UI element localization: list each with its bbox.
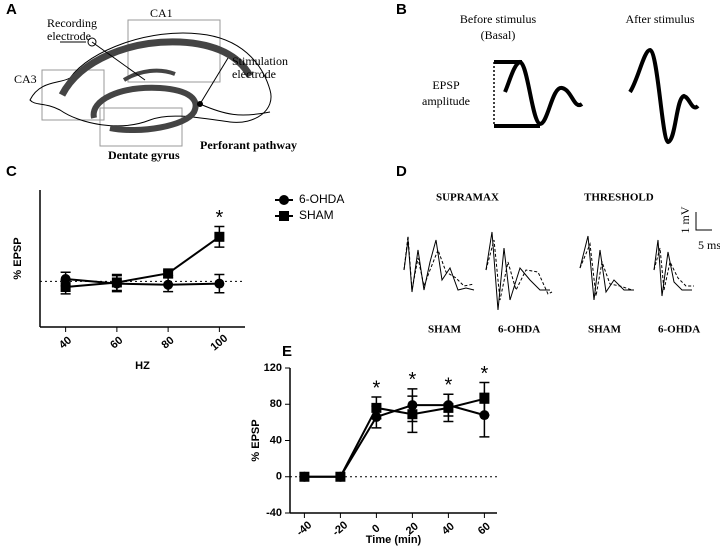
label: THRESHOLD — [584, 192, 654, 204]
y-tick-label: 80 — [270, 398, 282, 410]
label: CA1 — [150, 6, 173, 20]
panel-label: E — [282, 343, 292, 360]
y-tick-label: 120 — [264, 362, 282, 374]
x-tick-label: 40 — [57, 334, 74, 351]
label: 6-OHDA — [498, 324, 540, 336]
x-tick-label: 100 — [208, 332, 230, 353]
x-tick-label: 40 — [440, 520, 457, 537]
marker — [335, 471, 346, 482]
marker — [407, 409, 418, 420]
y-tick-label: 40 — [270, 434, 282, 446]
waveform — [493, 47, 700, 145]
label: Recording — [47, 16, 97, 30]
y-tick-label: 0 — [276, 471, 282, 483]
label: CA3 — [14, 72, 37, 86]
legend-label: SHAM — [299, 208, 334, 222]
panel-label: D — [396, 163, 407, 180]
marker — [163, 268, 174, 279]
label: After stimulus — [626, 12, 695, 26]
annotation: * — [481, 363, 489, 385]
marker — [371, 402, 382, 413]
label: SHAM — [428, 324, 462, 336]
hippocampus-diagram — [29, 19, 272, 147]
marker — [443, 402, 454, 413]
legend-marker — [279, 195, 289, 205]
trace — [403, 231, 694, 311]
legend-marker — [279, 211, 289, 221]
annotation: * — [445, 375, 453, 397]
marker — [111, 277, 122, 288]
scale-bar — [695, 212, 712, 231]
x-tick-label: 60 — [108, 334, 125, 351]
x-tick-label: 60 — [476, 520, 493, 537]
annotation: * — [409, 369, 417, 391]
annotation: * — [215, 207, 223, 229]
label: amplitude — [422, 94, 470, 108]
label: EPSP — [432, 78, 460, 92]
panel-label: A — [6, 1, 17, 18]
marker — [214, 231, 225, 242]
x-tick-label: -20 — [330, 519, 350, 538]
label: electrode — [47, 29, 91, 43]
x-axis-label: Time (min) — [366, 534, 422, 546]
label: Stimulation — [232, 54, 288, 68]
panel-label: C — [6, 163, 17, 180]
label: SHAM — [588, 324, 622, 336]
series-line — [65, 278, 220, 286]
y-axis-label: % EPSP — [12, 237, 24, 279]
marker — [60, 282, 71, 293]
series-line — [65, 235, 220, 289]
y-axis-label: % EPSP — [250, 419, 262, 461]
marker — [479, 393, 490, 404]
marker — [163, 279, 174, 290]
label: (Basal) — [481, 28, 516, 42]
series-line — [304, 397, 485, 478]
label: Perforant pathway — [200, 138, 297, 152]
legend-label: 6-OHDA — [299, 192, 344, 206]
label: Before stimulus — [460, 12, 537, 26]
label: SUPRAMAX — [436, 192, 499, 204]
series-line — [304, 404, 485, 478]
scale-label: 1 mV — [678, 206, 692, 233]
x-tick-label: -40 — [294, 519, 314, 538]
annotation: * — [373, 377, 381, 399]
scale-label: 5 ms — [698, 238, 720, 252]
label: 6-OHDA — [658, 324, 700, 336]
x-axis-label: HZ — [135, 360, 150, 372]
label: electrode — [232, 67, 276, 81]
y-tick-label: -40 — [266, 507, 282, 519]
marker — [60, 274, 71, 285]
marker — [299, 471, 310, 482]
panel-label: B — [396, 1, 407, 18]
marker — [214, 278, 225, 289]
x-tick-label: 80 — [160, 334, 177, 351]
label: Dentate gyrus — [108, 148, 180, 162]
